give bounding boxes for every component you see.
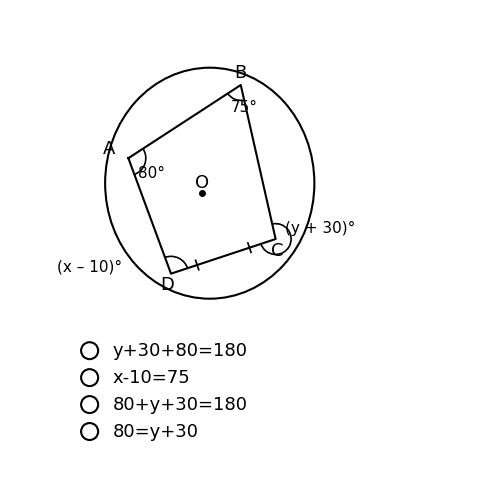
Text: D: D	[160, 276, 174, 294]
Text: x-10=75: x-10=75	[113, 368, 190, 386]
Text: 80+y+30=180: 80+y+30=180	[113, 396, 248, 413]
Text: 75°: 75°	[231, 100, 258, 116]
Text: A: A	[103, 140, 115, 158]
Text: (y + 30)°: (y + 30)°	[286, 220, 356, 236]
Text: C: C	[272, 242, 284, 260]
Text: (x – 10)°: (x – 10)°	[58, 259, 122, 274]
Text: 80=y+30: 80=y+30	[113, 422, 199, 440]
Text: y+30+80=180: y+30+80=180	[113, 342, 248, 359]
Text: 80°: 80°	[138, 166, 165, 181]
Text: O: O	[195, 174, 209, 192]
Text: B: B	[234, 64, 247, 82]
